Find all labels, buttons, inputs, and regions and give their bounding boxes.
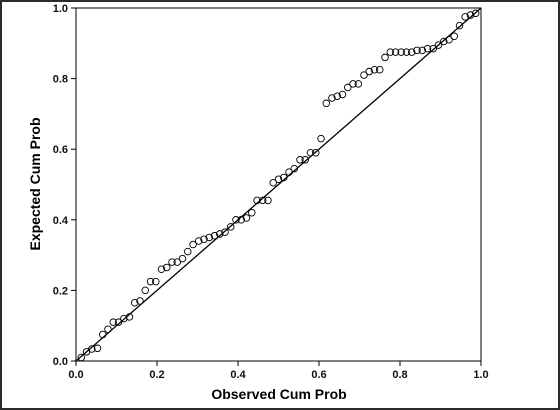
data-point <box>242 214 251 222</box>
data-point <box>280 173 288 182</box>
data-point <box>349 80 357 88</box>
x-tick-label: 1.0 <box>473 369 488 381</box>
data-point <box>146 277 155 286</box>
data-point <box>205 233 213 242</box>
data-point <box>423 44 432 53</box>
data-point <box>312 148 320 157</box>
y-tick-label: 0.2 <box>53 285 68 297</box>
data-point <box>407 48 416 56</box>
data-point <box>455 21 464 30</box>
data-point <box>290 164 299 173</box>
data-point <box>322 99 331 108</box>
data-point <box>194 237 203 245</box>
data-point <box>93 344 102 353</box>
data-point <box>168 258 176 266</box>
data-point <box>402 48 411 56</box>
data-point <box>178 254 187 263</box>
data-point <box>130 299 139 307</box>
data-point <box>248 208 256 217</box>
data-point <box>232 216 240 224</box>
data-point <box>306 148 315 157</box>
data-point <box>136 297 144 305</box>
data-point <box>333 92 341 100</box>
data-point <box>210 231 219 240</box>
data-point <box>365 67 373 76</box>
data-point <box>360 71 368 79</box>
y-axis: 0.0 0.2 0.4 0.6 0.8 1.0 <box>53 3 76 368</box>
data-point <box>274 175 283 183</box>
data-point <box>104 325 112 333</box>
data-point <box>285 168 293 176</box>
data-point <box>338 90 347 99</box>
data-point <box>237 216 245 224</box>
x-tick-label: 0.2 <box>149 369 164 381</box>
data-point <box>120 314 128 323</box>
x-tick-label: 0.0 <box>68 369 83 381</box>
data-point <box>429 44 437 53</box>
data-point <box>189 240 197 249</box>
y-tick-label: 0.6 <box>53 144 68 156</box>
data-point <box>461 13 469 21</box>
data-point <box>253 196 261 205</box>
data-point <box>439 37 448 46</box>
data-point <box>200 235 208 243</box>
data-point <box>114 318 123 326</box>
data-point <box>125 313 134 321</box>
y-tick-label: 0.4 <box>53 215 69 227</box>
data-point <box>301 156 309 164</box>
data-point <box>221 228 229 236</box>
data-points <box>77 9 480 362</box>
x-tick-label: 0.8 <box>392 369 407 381</box>
y-axis-label: Expected Cum Prob <box>27 117 43 250</box>
data-point <box>381 53 389 62</box>
data-point <box>397 48 405 56</box>
data-point <box>354 80 363 88</box>
data-point <box>370 66 379 74</box>
data-point <box>269 178 277 187</box>
data-point <box>258 196 267 205</box>
data-point <box>391 48 400 56</box>
data-point <box>471 9 480 18</box>
data-point <box>264 196 272 205</box>
data-point <box>386 48 395 56</box>
data-point <box>450 32 459 40</box>
x-axis-label: Observed Cum Prob <box>211 386 346 402</box>
data-point <box>445 36 453 44</box>
data-point <box>141 286 150 295</box>
y-tick-label: 1.0 <box>53 3 68 15</box>
data-point <box>296 156 304 164</box>
data-point <box>328 94 336 102</box>
data-point <box>98 330 107 339</box>
data-point <box>418 46 427 55</box>
data-point <box>466 11 475 19</box>
data-point <box>77 353 86 362</box>
data-point <box>413 46 421 55</box>
data-point <box>152 277 160 286</box>
y-tick-label: 0.0 <box>53 356 68 368</box>
x-tick-label: 0.4 <box>230 369 246 381</box>
y-tick-label: 0.8 <box>53 74 68 86</box>
data-point <box>216 230 224 238</box>
data-point <box>162 263 171 272</box>
data-point <box>226 223 235 231</box>
data-point <box>88 345 96 353</box>
data-point <box>109 318 118 326</box>
data-point <box>173 258 181 266</box>
data-point <box>344 83 352 92</box>
data-point <box>317 134 325 143</box>
data-point <box>376 66 384 74</box>
data-point <box>434 41 443 49</box>
x-axis: 0.0 0.2 0.4 0.6 0.8 1.0 <box>68 361 489 381</box>
data-point <box>184 247 192 256</box>
data-point <box>157 265 166 273</box>
x-tick-label: 0.6 <box>311 369 326 381</box>
